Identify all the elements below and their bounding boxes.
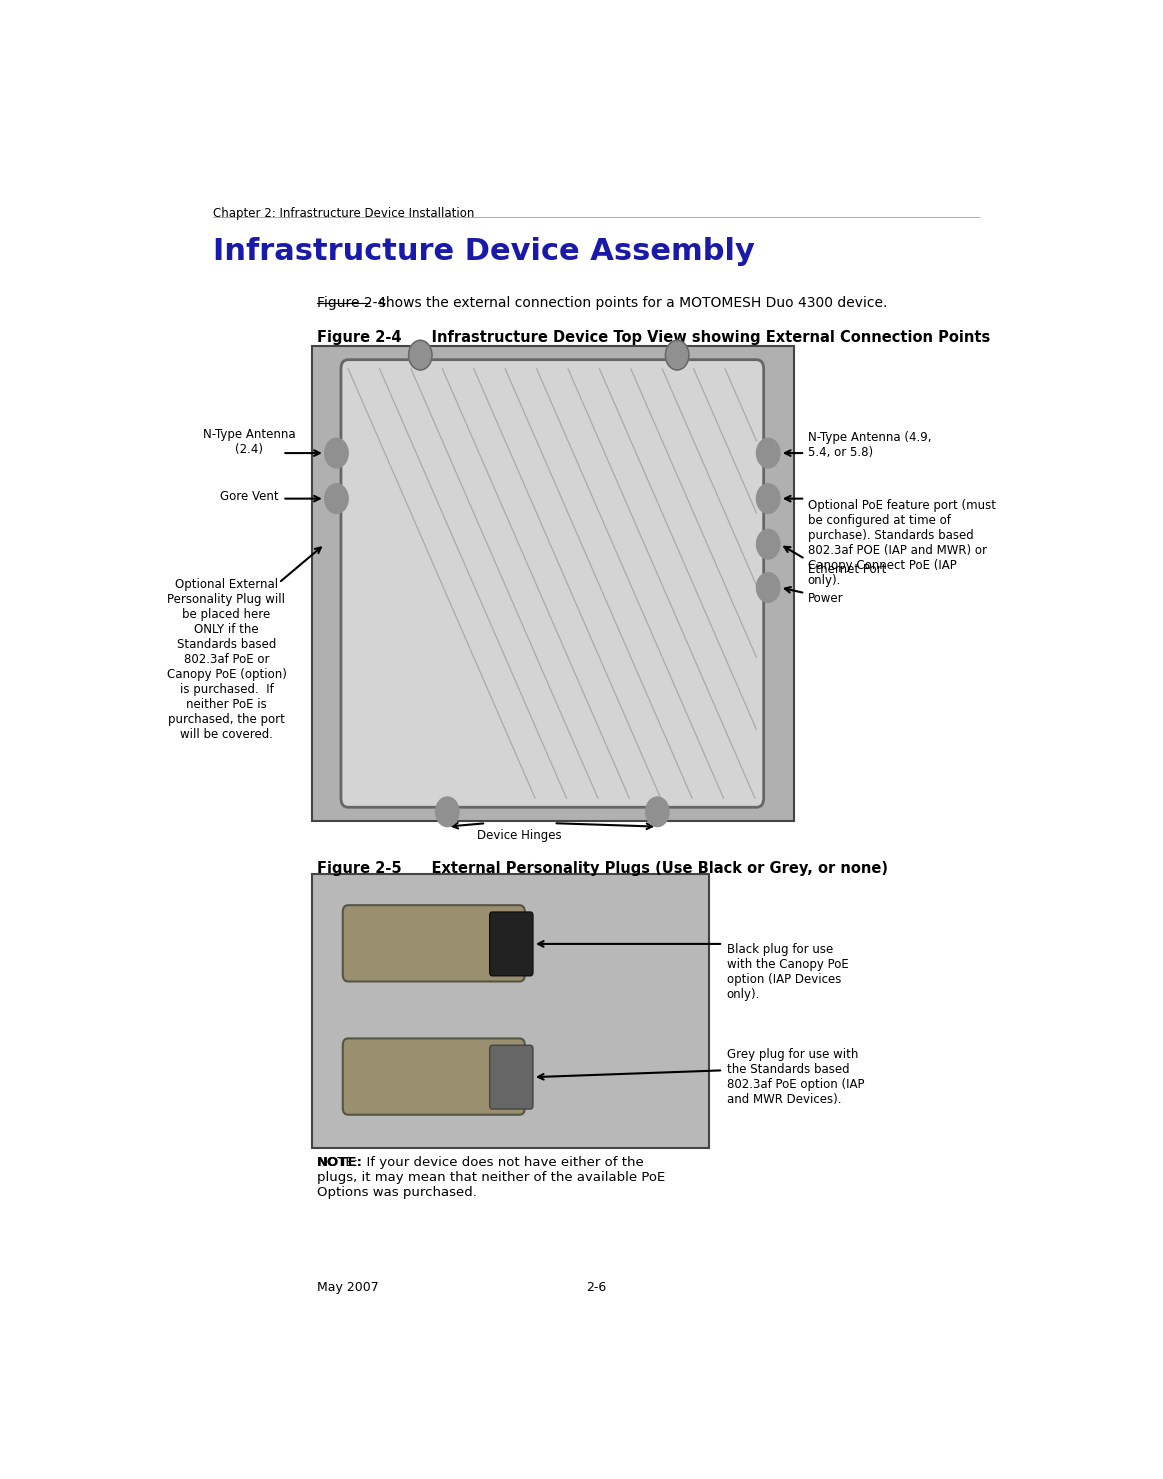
Circle shape bbox=[756, 438, 780, 467]
Circle shape bbox=[324, 438, 348, 467]
Text: Figure 2-4: Figure 2-4 bbox=[316, 330, 401, 345]
Circle shape bbox=[665, 340, 688, 370]
Text: Gore Vent: Gore Vent bbox=[220, 490, 278, 503]
Text: Chapter 2: Infrastructure Device Installation: Chapter 2: Infrastructure Device Install… bbox=[213, 207, 475, 220]
Text: Grey plug for use with
the Standards based
802.3af PoE option (IAP
and MWR Devic: Grey plug for use with the Standards bas… bbox=[727, 1047, 864, 1105]
Text: Figure 2-4: Figure 2-4 bbox=[316, 296, 386, 311]
FancyBboxPatch shape bbox=[343, 905, 525, 982]
Text: Black plug for use
with the Canopy PoE
option (IAP Devices
only).: Black plug for use with the Canopy PoE o… bbox=[727, 942, 849, 1001]
Circle shape bbox=[756, 572, 780, 602]
FancyBboxPatch shape bbox=[490, 1046, 533, 1109]
Circle shape bbox=[756, 529, 780, 559]
Text: NOTE:: NOTE: bbox=[316, 1155, 363, 1168]
Text: Figure 2-5: Figure 2-5 bbox=[316, 861, 401, 876]
Circle shape bbox=[436, 797, 459, 827]
Circle shape bbox=[408, 340, 431, 370]
Text: N-Type Antenna (4.9,
5.4, or 5.8): N-Type Antenna (4.9, 5.4, or 5.8) bbox=[808, 430, 932, 458]
Text: Optional PoE feature port (must
be configured at time of
purchase). Standards ba: Optional PoE feature port (must be confi… bbox=[808, 498, 996, 587]
Text: shows the external connection points for a MOTOMESH Duo 4300 device.: shows the external connection points for… bbox=[370, 296, 887, 311]
Text: May 2007: May 2007 bbox=[316, 1281, 378, 1294]
FancyBboxPatch shape bbox=[312, 346, 794, 821]
Text: Power: Power bbox=[808, 593, 843, 605]
Circle shape bbox=[756, 484, 780, 513]
Text: 2-6: 2-6 bbox=[586, 1281, 606, 1294]
Text: Ethernet Port: Ethernet Port bbox=[808, 562, 886, 575]
Text: NOTE:  If your device does not have either of the
plugs, it may mean that neithe: NOTE: If your device does not have eithe… bbox=[316, 1155, 665, 1199]
Text: Infrastructure Device Assembly: Infrastructure Device Assembly bbox=[213, 237, 755, 266]
Text: External Personality Plugs (Use Black or Grey, or none): External Personality Plugs (Use Black or… bbox=[412, 861, 889, 876]
Circle shape bbox=[645, 797, 669, 827]
FancyBboxPatch shape bbox=[341, 359, 764, 808]
Text: Optional External
Personality Plug will
be placed here
ONLY if the
Standards bas: Optional External Personality Plug will … bbox=[166, 578, 286, 741]
FancyBboxPatch shape bbox=[490, 913, 533, 976]
FancyBboxPatch shape bbox=[343, 1038, 525, 1115]
Text: Device Hinges: Device Hinges bbox=[477, 828, 562, 842]
Text: Infrastructure Device Top View showing External Connection Points: Infrastructure Device Top View showing E… bbox=[412, 330, 991, 345]
Circle shape bbox=[324, 484, 348, 513]
FancyBboxPatch shape bbox=[312, 874, 708, 1148]
Text: N-Type Antenna
(2.4): N-Type Antenna (2.4) bbox=[202, 427, 295, 456]
